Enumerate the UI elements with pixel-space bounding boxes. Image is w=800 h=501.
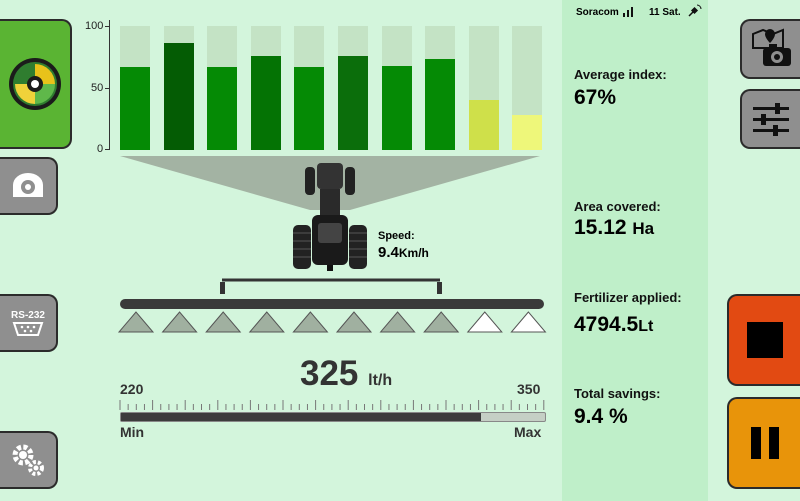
nozzle — [335, 311, 373, 333]
flow-max-value: 350 — [517, 381, 541, 397]
nozzle — [510, 311, 547, 333]
sensor-icon — [13, 173, 43, 197]
y-tick-label: 0 — [97, 143, 104, 155]
bar-6 — [338, 26, 368, 150]
fertilizer-label: Fertilizer applied: — [574, 290, 682, 305]
bar-2 — [163, 26, 194, 150]
flow-bar-fill — [121, 413, 482, 421]
stop-button[interactable] — [727, 294, 800, 386]
tractor-icon — [293, 163, 367, 271]
bar-1 — [120, 26, 150, 150]
satellite-icon — [688, 4, 702, 17]
area-covered-label: Area covered: — [574, 199, 661, 214]
speed-unit: Km/h — [398, 246, 429, 260]
bar-9 — [468, 26, 499, 150]
carrier-label: Soracom — [576, 7, 619, 18]
nozzle — [379, 311, 416, 333]
bar-fill — [163, 43, 194, 150]
sliders-icon — [753, 103, 789, 136]
nozzle — [466, 311, 503, 333]
speed-value: 9.4Km/h — [378, 244, 429, 261]
nozzle — [423, 311, 460, 333]
bar-4 — [250, 26, 281, 150]
y-tick-label: 50 — [91, 82, 104, 94]
bar-fill — [294, 66, 325, 150]
nozzle — [117, 311, 155, 333]
bar-fill — [338, 55, 368, 150]
flow-rate-value: 325 lt/h — [300, 354, 393, 393]
bar-7 — [381, 26, 412, 150]
flow-bar — [120, 412, 546, 422]
bar-fill — [425, 59, 456, 150]
map-camera-icon — [752, 28, 791, 66]
satellites-label: 11 Sat. — [649, 7, 681, 18]
settings-button[interactable] — [0, 431, 58, 489]
speed-label: Speed: — [378, 230, 415, 242]
savings-label: Total savings: — [574, 386, 661, 401]
bar-8 — [425, 26, 456, 150]
pause-icon — [750, 427, 779, 459]
bar-5 — [294, 26, 325, 150]
signal-icon — [623, 7, 633, 17]
stats-panel — [562, 0, 708, 501]
adjust-button[interactable] — [740, 89, 800, 149]
logo-button[interactable] — [0, 19, 72, 149]
nozzle — [205, 311, 242, 333]
fertilizer-unit: Lt — [638, 318, 654, 335]
bar-fill — [120, 66, 150, 150]
rs232-button[interactable]: RS-232 — [0, 294, 58, 352]
bar-3 — [207, 26, 238, 150]
bar-fill — [250, 55, 281, 150]
nozzle — [161, 311, 198, 333]
crop-sensor-logo-icon — [9, 58, 61, 110]
flow-min-label: Min — [120, 424, 145, 440]
area-unit: Ha — [632, 219, 655, 238]
average-index-value: 67% — [574, 86, 617, 109]
y-tick-label: 100 — [85, 20, 104, 32]
bar-fill — [468, 100, 499, 150]
bar-fill — [512, 115, 543, 150]
bar-fill — [381, 65, 412, 150]
bar-10 — [512, 26, 543, 150]
y-axis — [109, 20, 110, 150]
spray-boom — [117, 278, 547, 333]
stop-icon — [746, 322, 783, 358]
nozzle — [292, 311, 329, 333]
area-covered-value: 15.12 Ha — [574, 216, 655, 239]
flow-rate-unit: lt/h — [368, 372, 393, 389]
rs232-label: RS-232 — [11, 309, 45, 321]
flow-min-value: 220 — [120, 381, 144, 397]
pause-button[interactable] — [727, 397, 800, 489]
savings-value: 9.4 % — [574, 405, 628, 428]
flow-scale-ruler — [119, 400, 545, 410]
gears-icon — [12, 444, 44, 476]
fertilizer-value: 4794.5Lt — [574, 313, 654, 336]
nozzle — [248, 311, 285, 333]
sensor-button[interactable] — [0, 157, 58, 215]
map-photo-button[interactable] — [740, 19, 800, 79]
flow-max-label: Max — [514, 424, 542, 440]
bar-fill — [207, 66, 238, 150]
average-index-label: Average index: — [574, 67, 667, 82]
serial-port-icon — [12, 321, 44, 336]
